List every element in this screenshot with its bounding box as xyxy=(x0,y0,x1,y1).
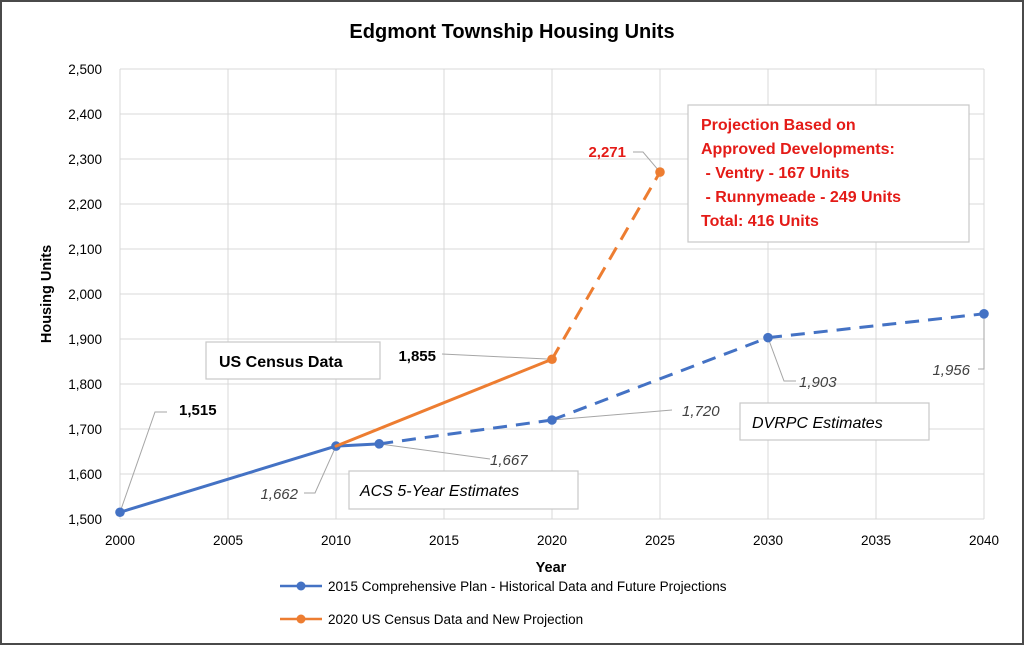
data-labels: 1,515 1,662 1,667 1,720 1,903 1,956 1,855 2,271 xyxy=(179,144,971,503)
y-tick-label: 2,500 xyxy=(68,62,102,77)
data-label: 1,855 xyxy=(398,348,436,365)
annotation-acs: ACS 5-Year Estimates xyxy=(348,470,579,510)
annotation-projection: Projection Based on Approved Development… xyxy=(687,104,970,243)
projection-line-5: Total: 416 Units xyxy=(701,213,819,230)
legend-swatch-marker xyxy=(296,614,306,624)
x-tick-label: 2015 xyxy=(429,533,459,548)
x-tick-label: 2030 xyxy=(753,533,783,548)
leader-line xyxy=(767,337,796,382)
legend-swatch-marker xyxy=(296,581,306,591)
leader-line xyxy=(441,353,553,360)
x-tick-label: 2020 xyxy=(537,533,567,548)
projection-line-1: Projection Based on xyxy=(701,117,856,134)
leader-line xyxy=(551,409,673,421)
projection-line-2: Approved Developments: xyxy=(701,141,895,158)
label-leader-lines xyxy=(119,151,985,513)
y-tick-label: 1,800 xyxy=(68,377,102,392)
leader-line xyxy=(304,445,337,494)
y-tick-label: 2,400 xyxy=(68,107,102,122)
x-tick-label: 2035 xyxy=(861,533,891,548)
data-label: 1,662 xyxy=(260,486,298,503)
y-tick-label: 1,500 xyxy=(68,512,102,527)
series-0-segment xyxy=(551,336,769,422)
annotation-us-census: US Census Data xyxy=(205,341,381,380)
series-0-point xyxy=(115,507,125,518)
x-tick-label: 2040 xyxy=(969,533,999,548)
leader-line xyxy=(633,151,661,173)
x-tick-label: 2005 xyxy=(213,533,243,548)
y-tick-label: 1,900 xyxy=(68,332,102,347)
data-label: 1,720 xyxy=(682,403,720,420)
series-1-point xyxy=(547,354,557,365)
legend-item-comprehensive-plan[interactable]: 2015 Comprehensive Plan - Historical Dat… xyxy=(280,579,727,594)
annotation-acs-text: ACS 5-Year Estimates xyxy=(359,483,519,500)
data-label: 2,271 xyxy=(588,144,626,161)
x-axis-ticks: 2000 2005 2010 2015 2020 2025 2030 2035 2040 xyxy=(105,533,999,548)
y-tick-label: 2,000 xyxy=(68,287,102,302)
series-0-segment xyxy=(378,418,553,446)
series-1-segment xyxy=(550,171,662,360)
series-0-point xyxy=(763,332,773,343)
data-label: 1,956 xyxy=(932,362,970,379)
series-0-point xyxy=(374,439,385,449)
series-0-point xyxy=(547,415,557,425)
y-tick-label: 2,100 xyxy=(68,242,102,257)
leader-line xyxy=(978,313,985,370)
legend: 2015 Comprehensive Plan - Historical Dat… xyxy=(280,579,727,627)
x-axis-label: Year xyxy=(536,560,567,576)
legend-label-comprehensive-plan: 2015 Comprehensive Plan - Historical Dat… xyxy=(328,579,727,594)
series-0-segment xyxy=(334,442,381,448)
series-0-point xyxy=(979,309,989,319)
leader-line xyxy=(379,443,491,460)
projection-line-3: - Ventry - 167 Units xyxy=(701,165,850,182)
series-0-segment xyxy=(767,312,985,340)
chart-title: Edgmont Township Housing Units xyxy=(349,21,674,43)
annotation-dvrpc-text: DVRPC Estimates xyxy=(752,415,883,432)
gridlines xyxy=(119,68,985,520)
y-tick-label: 1,700 xyxy=(68,422,102,437)
legend-label-census: 2020 US Census Data and New Projection xyxy=(328,612,583,627)
data-label: 1,667 xyxy=(490,452,528,469)
x-tick-label: 2010 xyxy=(321,533,351,548)
projection-line-4: - Runnymeade - 249 Units xyxy=(701,189,901,206)
y-tick-label: 2,200 xyxy=(68,197,102,212)
data-label: 1,515 xyxy=(179,402,217,419)
annotation-dvrpc: DVRPC Estimates xyxy=(739,402,930,441)
x-tick-label: 2000 xyxy=(105,533,135,548)
series-1-segment xyxy=(334,357,554,448)
annotation-us-census-text: US Census Data xyxy=(219,354,343,371)
y-axis-label: Housing Units xyxy=(39,245,55,343)
y-tick-label: 1,600 xyxy=(68,467,102,482)
x-tick-label: 2025 xyxy=(645,533,675,548)
series-lines xyxy=(115,167,989,518)
y-tick-label: 2,300 xyxy=(68,152,102,167)
series-1-point xyxy=(655,167,665,177)
legend-item-census[interactable]: 2020 US Census Data and New Projection xyxy=(280,612,583,627)
data-label: 1,903 xyxy=(799,374,837,391)
series-0-segment xyxy=(118,444,338,514)
y-axis-ticks: 1,500 1,600 1,700 1,800 1,900 2,000 2,100 2,200… xyxy=(68,62,102,527)
leader-line xyxy=(119,411,167,513)
